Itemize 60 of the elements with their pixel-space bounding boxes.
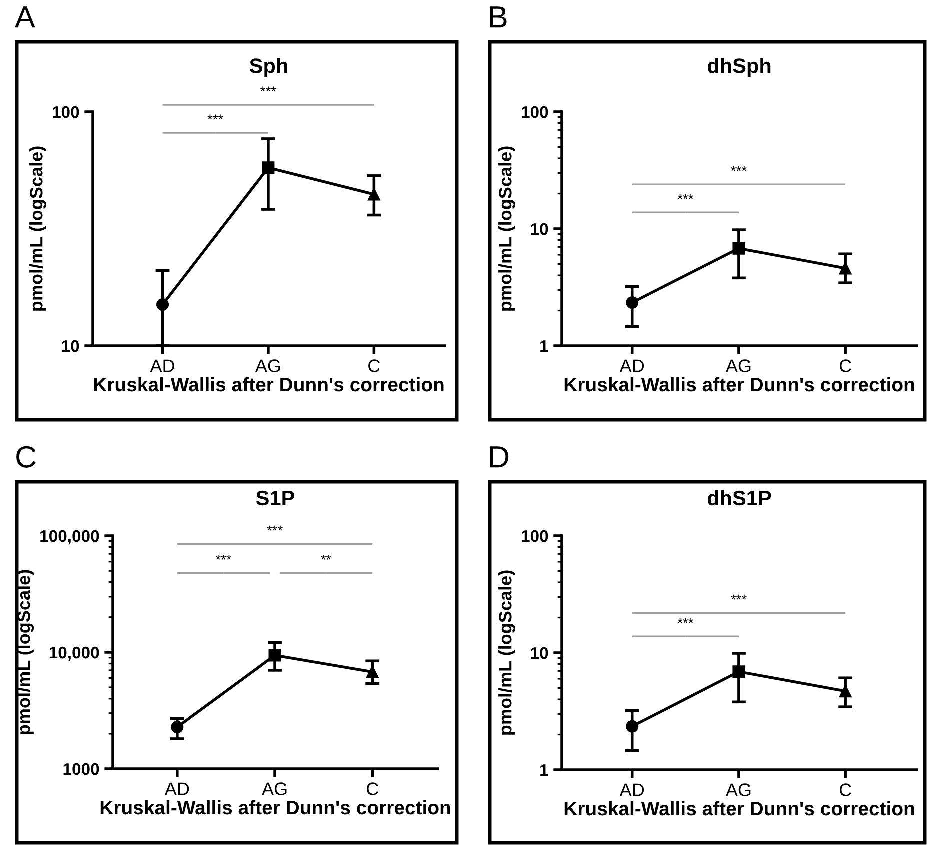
annotation: *** bbox=[678, 618, 694, 624]
y-tick-label: 1 bbox=[540, 764, 548, 776]
x-axis-title: Kruskal-Wallis after Dunn's correction bbox=[564, 801, 914, 816]
text: B bbox=[490, 6, 507, 28]
point bbox=[839, 685, 852, 698]
y-tick-label: 100 bbox=[522, 106, 548, 118]
text: C bbox=[16, 446, 36, 468]
point bbox=[732, 666, 746, 678]
x-tick-label: AD bbox=[620, 360, 644, 372]
chart-title: dhSph bbox=[708, 58, 771, 78]
point bbox=[839, 262, 852, 275]
point bbox=[156, 298, 170, 312]
annotation: ** bbox=[321, 555, 332, 560]
x-tick-label: AD bbox=[150, 360, 174, 372]
annotation: *** bbox=[216, 555, 232, 560]
x-tick-label: AD bbox=[164, 782, 190, 796]
point bbox=[268, 649, 282, 662]
text: *** bbox=[260, 86, 276, 92]
text: D bbox=[490, 446, 509, 468]
y-tick-label: 10,000 bbox=[50, 646, 100, 662]
point bbox=[171, 721, 184, 734]
y-tick-label: 1000 bbox=[64, 763, 100, 776]
y-tick-label: 100 bbox=[522, 530, 548, 542]
annotation: *** bbox=[731, 166, 747, 172]
y-tick-label: 10 bbox=[531, 647, 548, 660]
point bbox=[366, 666, 379, 678]
chart-title: dhS1P bbox=[708, 490, 772, 506]
annotation: *** bbox=[208, 114, 224, 120]
annotation: *** bbox=[731, 594, 747, 600]
point bbox=[732, 242, 746, 255]
x-tick-label: AD bbox=[620, 784, 644, 796]
x-tick-label: AG bbox=[262, 782, 287, 796]
y-axis-title: pmol/mL (logScale) bbox=[498, 570, 516, 735]
y-tick-label: 1 bbox=[540, 340, 548, 352]
text: A bbox=[15, 6, 36, 28]
point bbox=[626, 720, 639, 733]
x-tick-label: C bbox=[840, 784, 852, 796]
y-tick-label: 100 bbox=[53, 106, 80, 118]
point bbox=[262, 162, 275, 174]
y-axis-title: pmol/mL (logScale) bbox=[17, 570, 34, 734]
x-axis-title: Kruskal-Wallis after Dunn's correction bbox=[564, 377, 914, 392]
x-tick-label: C bbox=[368, 360, 380, 372]
y-tick-label: 100,000 bbox=[40, 530, 100, 545]
chart-title: S1P bbox=[256, 490, 294, 506]
x-axis-title: Kruskal-Wallis after Dunn's correction bbox=[100, 800, 450, 815]
y-tick-label: 10 bbox=[62, 340, 80, 352]
y-axis-title: pmol/mL (logScale) bbox=[498, 146, 516, 311]
chart-title: Sph bbox=[250, 58, 288, 78]
x-tick-label: AG bbox=[726, 784, 751, 796]
x-tick-label: C bbox=[367, 782, 378, 796]
text: *** bbox=[267, 526, 283, 531]
x-tick-label: C bbox=[840, 360, 852, 372]
point bbox=[626, 296, 639, 310]
y-tick-label: 10 bbox=[531, 223, 548, 236]
x-axis-title: Kruskal-Wallis after Dunn's correction bbox=[94, 377, 444, 392]
point bbox=[368, 188, 380, 201]
y-axis-title: pmol/mL (logScale) bbox=[30, 146, 46, 311]
annotation: *** bbox=[678, 194, 694, 200]
x-tick-label: AG bbox=[255, 360, 280, 372]
x-tick-label: AG bbox=[726, 360, 751, 372]
